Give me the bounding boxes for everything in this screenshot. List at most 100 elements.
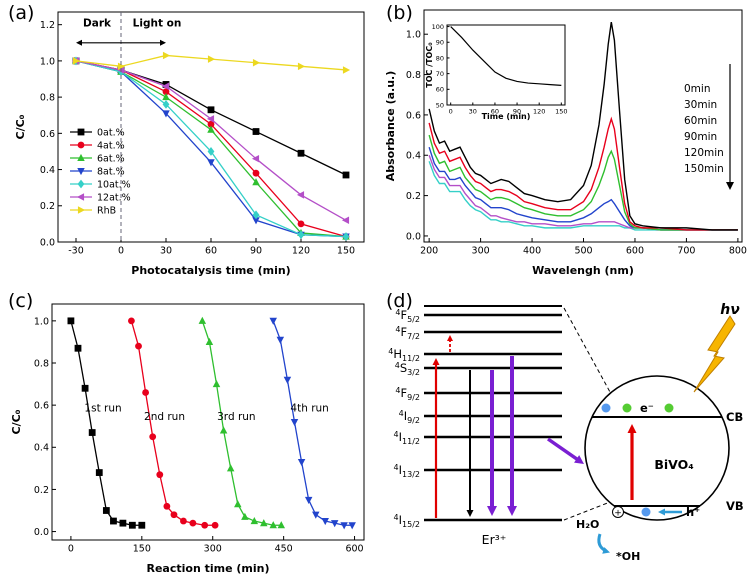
level-label: 4F7/2	[395, 325, 420, 341]
svg-text:0.8: 0.8	[406, 70, 421, 81]
svg-text:0: 0	[118, 246, 124, 257]
svg-text:Wavelengh (nm): Wavelengh (nm)	[532, 264, 634, 277]
level-label: 4F5/2	[395, 308, 420, 324]
run-label: 2nd run	[144, 411, 185, 423]
lightning-bolt-icon	[693, 315, 736, 393]
svg-text:90: 90	[436, 39, 444, 47]
panel-c-axes: 0 150 300 450 600 0.0 0.2 0.4 0.6 0.8 1.0 Reaction …	[10, 316, 364, 575]
svg-text:0.6: 0.6	[406, 110, 421, 121]
svg-text:300: 300	[204, 544, 222, 555]
svg-text:0: 0	[68, 544, 74, 555]
hole-label: h⁺	[686, 505, 700, 519]
svg-text:Time (min): Time (min)	[482, 112, 531, 121]
panel-a-plot: -30 0 30 60 90 120 150 0.0 0.2 0.4 0.6 0.8 1.0 1.2 Pho…	[14, 11, 365, 277]
svg-text:0: 0	[449, 108, 453, 116]
run-label: 3rd run	[217, 411, 255, 423]
panel-c-series-1st run	[67, 317, 146, 529]
panel-c: (c) 0 150 300 450 600 0.0 0.2 0.4 0.6 0.8 1.0 React…	[0, 288, 378, 577]
svg-text:60: 60	[205, 246, 217, 257]
level-label: 4I15/2	[394, 513, 420, 529]
svg-text:0.2: 0.2	[406, 191, 421, 202]
panel-a-axes: -30 0 30 60 90 120 150 0.0 0.2 0.4 0.6 0.8 1.0 1.2 Pho…	[14, 20, 355, 277]
time-label: 60min	[684, 115, 717, 127]
svg-text:50: 50	[436, 101, 444, 109]
cb-label: CB	[726, 410, 743, 424]
svg-text:120: 120	[533, 108, 545, 116]
svg-text:30: 30	[469, 108, 477, 116]
plus-sign: +	[614, 509, 622, 519]
electron-dot	[622, 403, 632, 413]
time-label: 0min	[684, 83, 710, 95]
panel-d-label: (d)	[386, 290, 413, 312]
panel-d: (d) 4F5/2 4F7/2 4H11/2 4S3/2 4F9/2 4I9/2 4I11/…	[378, 288, 756, 577]
time-labels: 0min 30min 60min 90min 120min 150min	[684, 64, 734, 190]
svg-text:100: 100	[432, 23, 444, 31]
legend-entry: 10at.%	[97, 179, 131, 190]
svg-text:0.8: 0.8	[40, 93, 55, 104]
panel-b-plot: 200 300 400 500 600 700 8000.00.20.40.60.81.0W…	[384, 9, 747, 277]
electron-dot	[664, 403, 674, 413]
ion-label: Er³⁺	[482, 532, 507, 547]
svg-text:C/C₀: C/C₀	[10, 409, 23, 434]
svg-text:30: 30	[160, 246, 172, 257]
svg-text:0.6: 0.6	[40, 129, 55, 140]
level-label: 4S3/2	[395, 361, 420, 377]
svg-text:600: 600	[345, 544, 363, 555]
svg-text:90: 90	[250, 246, 262, 257]
time-label: 30min	[684, 99, 717, 111]
svg-text:150: 150	[555, 108, 567, 116]
level-label: 4H11/2	[388, 347, 420, 363]
svg-text:1.0: 1.0	[34, 316, 49, 327]
svg-text:0.2: 0.2	[34, 485, 49, 496]
svg-text:0.0: 0.0	[406, 231, 421, 242]
svg-text:C/C₀: C/C₀	[14, 114, 27, 139]
legend-entry: 6at.%	[97, 153, 125, 164]
svg-text:700: 700	[677, 246, 695, 257]
svg-text:Photocatalysis time (min): Photocatalysis time (min)	[131, 264, 290, 277]
level-label: 4I13/2	[394, 463, 420, 479]
hole-circle	[612, 506, 624, 518]
panel-a-series-RhB	[72, 51, 351, 74]
svg-text:TOC /TOC₀: TOC /TOC₀	[425, 42, 434, 88]
svg-text:1.2: 1.2	[40, 20, 55, 31]
chart-cycling-runs: 0 150 300 450 600 0.0 0.2 0.4 0.6 0.8 1.0 Reaction …	[10, 303, 365, 575]
legend-entry: RhB	[97, 205, 116, 216]
chart-absorbance-spectra: 200 300 400 500 600 700 8000.00.20.40.60.81.0W…	[384, 9, 747, 277]
light-on-label: Light on	[133, 17, 182, 29]
run-label: 1st run	[84, 402, 121, 414]
panel-c-series-2nd run	[128, 317, 219, 529]
svg-text:500: 500	[574, 246, 592, 257]
photon-label: hν	[720, 302, 740, 318]
svg-text:Reaction time (min): Reaction time (min)	[146, 562, 269, 575]
legend-entry: 8at.%	[97, 166, 125, 177]
electron-label: e⁻	[640, 401, 654, 415]
svg-text:0.2: 0.2	[40, 201, 55, 212]
vb-label: VB	[726, 499, 744, 513]
panel-c-series-3rd run	[198, 316, 286, 529]
svg-text:150: 150	[337, 246, 355, 257]
svg-text:600: 600	[626, 246, 644, 257]
svg-text:800: 800	[729, 246, 747, 257]
level-label: 4I9/2	[399, 409, 420, 425]
carrier-dot	[601, 403, 611, 413]
carrier-dot	[641, 507, 651, 517]
panel-b: (b) 200 300 400 500 600 700 800 0.0 0.2 0.4 0.6 0.8…	[378, 0, 756, 288]
run-labels: 1st run 2nd run 3rd run 4th run	[84, 402, 328, 422]
water-label: H₂O	[576, 518, 599, 531]
panel-b-inset-plot: 0 30 60 90 120 150 50 60 70 80 90 100 Time (min) TOC …	[425, 23, 568, 121]
particle-circle	[584, 375, 730, 521]
svg-text:150: 150	[133, 544, 151, 555]
panel-b-series-30min	[428, 116, 738, 231]
level-label: 4F9/2	[395, 386, 420, 402]
chart-photocatalysis-kinetics: -30 0 30 60 90 120 150 0.0 0.2 0.4 0.6 0.8 1.0 1.2 Pho…	[14, 11, 365, 277]
panel-b-series-120min	[428, 155, 738, 231]
panel-c-label: (c)	[8, 290, 34, 312]
panel-b-series-90min	[428, 146, 738, 231]
time-label: 90min	[684, 131, 717, 143]
time-label: 150min	[684, 163, 724, 175]
svg-text:60: 60	[491, 108, 499, 116]
bivo4-particle: CB VB BiVO₄ e⁻ + h⁺ H₂O *OH hν	[576, 302, 744, 563]
svg-text:0.4: 0.4	[40, 165, 55, 176]
legend-entry: 4at.%	[97, 140, 125, 151]
